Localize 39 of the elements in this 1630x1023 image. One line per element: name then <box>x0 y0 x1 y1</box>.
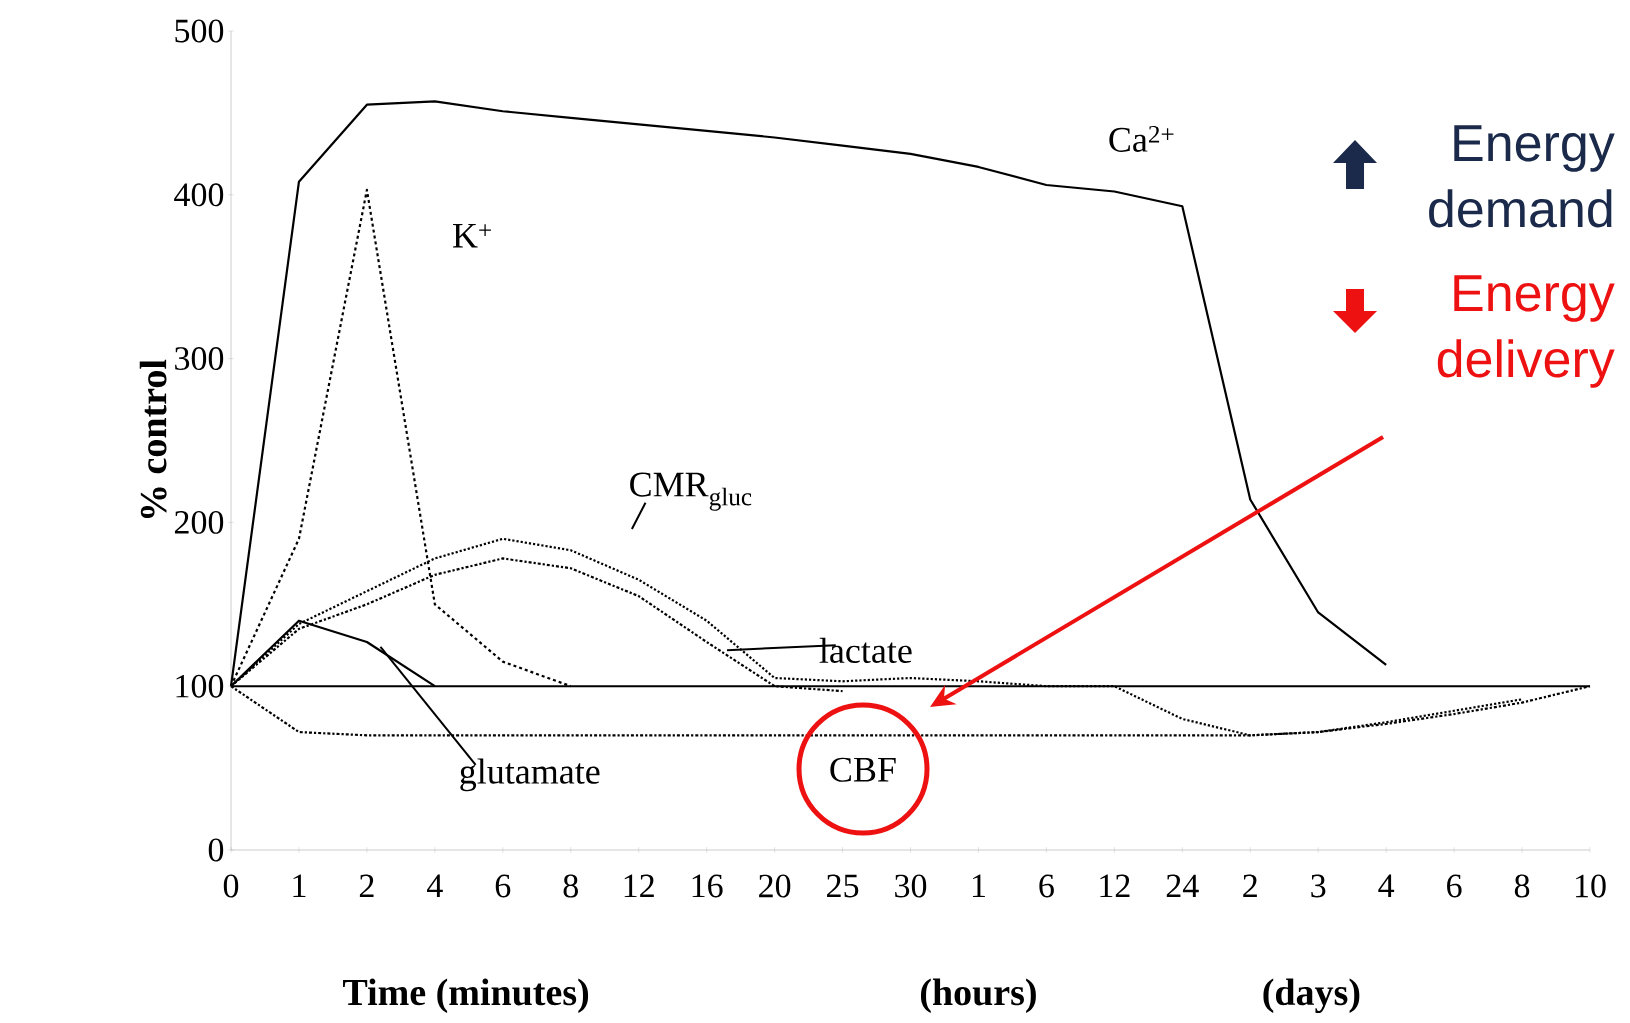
x-tick-label: 4 <box>1378 874 1395 897</box>
x-tick-label: 12 <box>1100 874 1130 898</box>
series-label: lactate <box>819 637 912 663</box>
text: (days) <box>1263 978 1360 1014</box>
x-tick-label: 10 <box>1575 874 1606 898</box>
x-tick-label: 20 <box>759 874 791 898</box>
x-tick-label: 6 <box>495 874 511 898</box>
text: glutamate <box>460 758 600 792</box>
x-tick-label: 6 <box>1447 874 1462 898</box>
x-tick-label: 8 <box>1514 874 1530 898</box>
series-label: CMR$_{gluc}$ <box>630 472 752 511</box>
annotation: Energy demand <box>1429 125 1615 228</box>
text: K$^{+}$ <box>453 223 491 248</box>
x-tick-label: 25 <box>827 874 859 898</box>
x-tick-label: 3 <box>1311 874 1326 898</box>
y-tick-label: 0 <box>208 838 224 862</box>
x-tick-label: 8 <box>563 874 578 898</box>
x-tick-label: 2 <box>1243 874 1257 898</box>
x-tick-label: 4 <box>427 874 443 897</box>
text: (hours) <box>921 978 1036 1014</box>
series-label: CBF <box>830 757 896 782</box>
series-label: Ca$^{2+}$ <box>1109 125 1174 152</box>
annotation: Energy delivery <box>1437 275 1615 388</box>
x-tick-label: 16 <box>692 874 723 898</box>
x-tick-label: 6 <box>1039 874 1054 898</box>
x-tick-label: 12 <box>624 874 654 898</box>
y-tick-label: 100 <box>176 674 224 698</box>
y-tick-label: 400 <box>174 183 224 207</box>
y-tick-label: 500 <box>175 19 224 43</box>
x-tick-label: 24 <box>1166 874 1199 898</box>
x-tick-label: 2 <box>359 874 374 898</box>
x-tick-label: 1 <box>293 874 306 897</box>
y-tick-label: 200 <box>174 510 224 534</box>
x-tick-label: 30 <box>895 874 927 898</box>
y-tick-label: 300 <box>175 347 224 371</box>
x-tick-label: 1 <box>972 874 985 897</box>
x-tick-label: 0 <box>223 874 239 898</box>
x-axis-title: Time (minutes) <box>343 978 589 1014</box>
y-axis-title: % control <box>139 359 167 519</box>
